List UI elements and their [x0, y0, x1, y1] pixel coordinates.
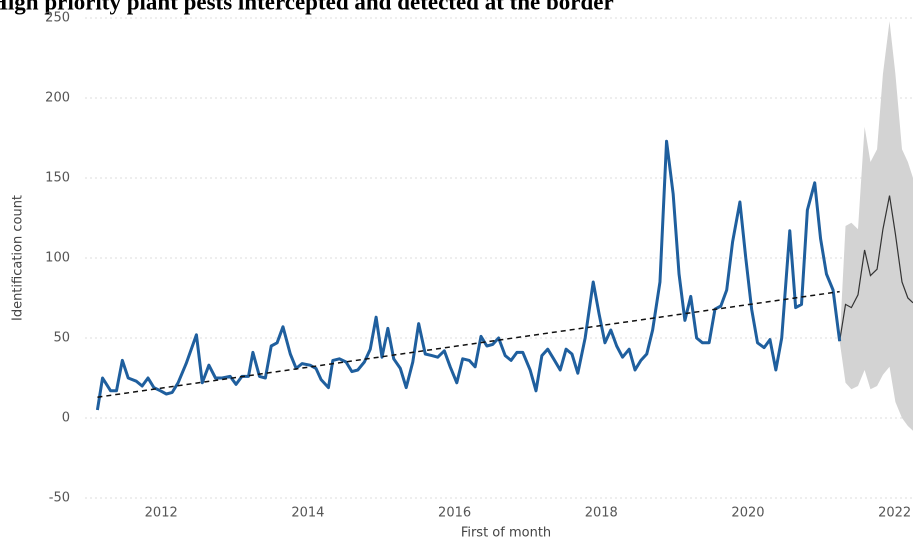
y-tick-label: 200 [45, 91, 70, 106]
x-axis-label: First of month [461, 526, 551, 541]
trend-line [97, 290, 840, 398]
y-tick-label: 100 [45, 251, 70, 266]
y-tick-label: 150 [45, 171, 70, 186]
forecast-line [839, 195, 913, 342]
x-tick-label: 2022 [878, 506, 911, 521]
x-tick-label: 2020 [731, 506, 764, 521]
y-tick-label: -50 [49, 491, 70, 506]
x-tick-label: 2012 [145, 506, 178, 521]
x-tick-label: 2018 [585, 506, 618, 521]
observed-line [95, 139, 842, 411]
x-tick-label: 2014 [291, 506, 324, 521]
y-axis-label: Identification count [11, 195, 26, 321]
forecast-interval [839, 21, 913, 431]
y-tick-label: 250 [45, 11, 70, 26]
chart-title: High priority plant pests intercepted an… [0, 0, 614, 14]
x-tick-label: 2016 [438, 506, 471, 521]
y-tick-label: 0 [62, 411, 70, 426]
y-tick-label: 50 [53, 331, 70, 346]
